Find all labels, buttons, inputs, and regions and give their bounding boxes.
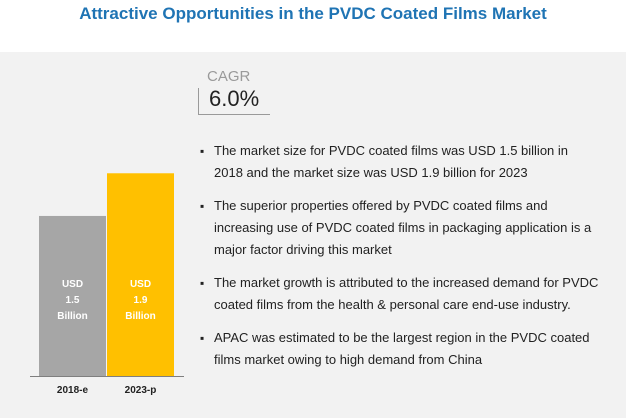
bullet-text: The market growth is attributed to the i… (214, 275, 599, 312)
bar-value-label: USD (130, 279, 151, 290)
cagr-value: 6.0% (209, 86, 260, 111)
bullet-icon: ▪ (200, 276, 205, 290)
bullet-item: ▪ The market growth is attributed to the … (200, 272, 600, 316)
bullet-icon: ▪ (200, 331, 205, 345)
bar-value-label: 1.5 (66, 295, 80, 306)
bullet-text: The market size for PVDC coated films wa… (214, 143, 569, 180)
bar-value-label: USD (62, 279, 83, 290)
bar-2023-p (107, 173, 174, 376)
bullet-icon: ▪ (200, 199, 205, 213)
bar-2018-e (39, 215, 106, 376)
cagr-bracket-horizontal (198, 114, 270, 115)
bar-value-label: 1.9 (134, 295, 148, 306)
bullet-list: ▪ The market size for PVDC coated films w… (200, 140, 600, 382)
bullet-item: ▪ The superior properties offered by PVDC… (200, 195, 600, 261)
bullet-text: The superior properties offered by PVDC … (214, 198, 592, 257)
x-tick-label: 2023-p (125, 385, 157, 396)
bar-value-label: Billion (125, 311, 156, 322)
chart-title: Attractive Opportunities in the PVDC Coa… (79, 4, 547, 23)
bullet-item: ▪ APAC was estimated to be the largest re… (200, 327, 600, 371)
cagr-label: CAGR (207, 68, 251, 85)
bullet-icon: ▪ (200, 144, 205, 158)
bullet-text: APAC was estimated to be the largest reg… (214, 330, 590, 367)
bar-chart: USD 1.5 Billion 2018-e USD 1.9 Billion 2023-p (30, 173, 184, 396)
bullet-item: ▪ The market size for PVDC coated films w… (200, 140, 600, 184)
x-tick-label: 2018-e (57, 385, 89, 396)
cagr-bracket-vertical (198, 88, 199, 114)
bar-value-label: Billion (57, 311, 88, 322)
